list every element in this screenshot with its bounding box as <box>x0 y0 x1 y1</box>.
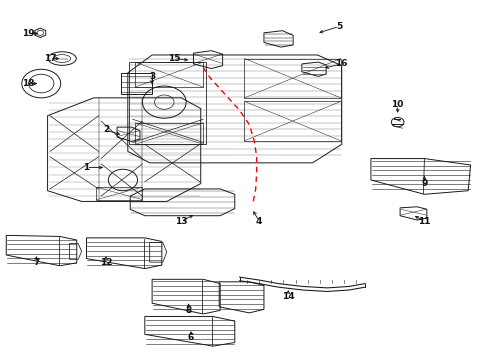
Text: 11: 11 <box>417 217 430 226</box>
Text: 5: 5 <box>336 22 342 31</box>
Text: 15: 15 <box>167 54 180 63</box>
Text: 13: 13 <box>175 217 187 226</box>
Text: 7: 7 <box>33 258 40 267</box>
Text: 3: 3 <box>149 72 155 81</box>
Text: 10: 10 <box>391 100 403 109</box>
Text: 19: 19 <box>22 29 34 38</box>
Text: 9: 9 <box>420 179 427 188</box>
Text: 16: 16 <box>335 59 347 68</box>
Text: 1: 1 <box>83 163 89 172</box>
Text: 6: 6 <box>187 333 194 342</box>
Text: 17: 17 <box>43 54 56 63</box>
Text: 2: 2 <box>102 126 109 135</box>
Text: 18: 18 <box>22 79 34 88</box>
Text: 8: 8 <box>185 306 191 315</box>
Text: 12: 12 <box>100 258 112 267</box>
Text: 4: 4 <box>255 217 262 226</box>
Text: 14: 14 <box>282 292 294 301</box>
